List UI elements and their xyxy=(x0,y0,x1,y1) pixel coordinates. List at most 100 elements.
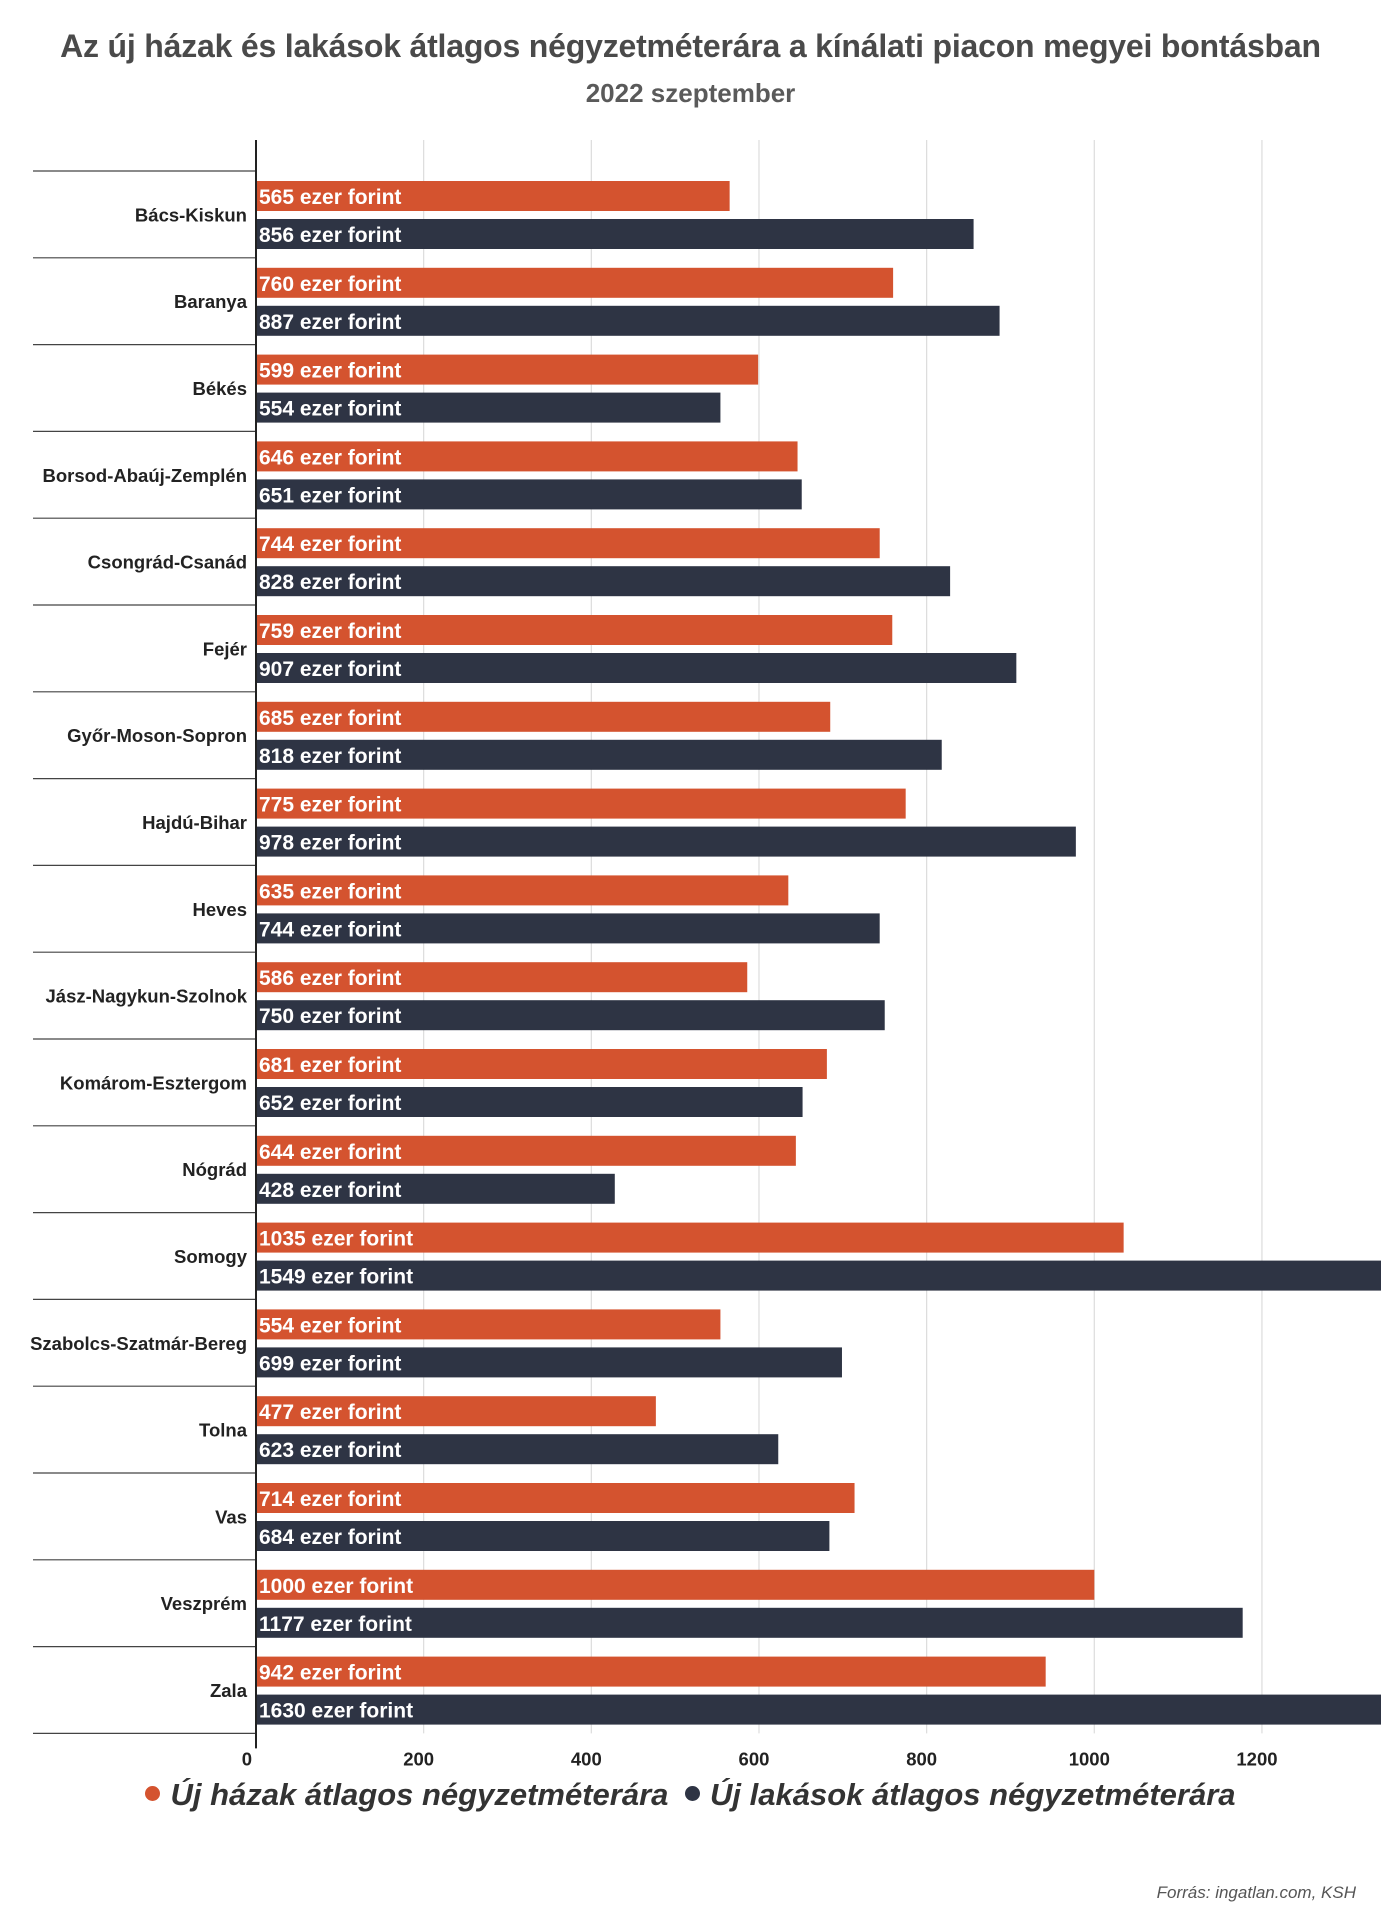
bar-houses xyxy=(256,1656,1046,1687)
bar-flats xyxy=(256,1521,830,1551)
category-label: Borsod-Abaúj-Zemplén xyxy=(42,465,247,486)
category-label: Jász-Nagykun-Szolnok xyxy=(46,986,248,1007)
data-label-houses: 554 ezer forint xyxy=(259,1314,401,1337)
category-label: Nógrád xyxy=(182,1159,247,1180)
chart-subtitle: 2022 szeptember xyxy=(585,78,796,108)
bar-flats xyxy=(256,219,974,249)
data-label-houses: 1035 ezer forint xyxy=(259,1228,413,1251)
data-label-houses: 635 ezer forint xyxy=(259,880,401,903)
source-note: Forrás: ingatlan.com, KSH xyxy=(1156,1883,1356,1902)
data-label-houses: 685 ezer forint xyxy=(259,707,401,730)
bar-houses xyxy=(256,875,789,906)
category-label: Vas xyxy=(215,1506,247,1527)
data-label-houses: 586 ezer forint xyxy=(259,967,401,990)
bar-houses xyxy=(256,267,894,298)
category-label: Békés xyxy=(192,378,247,399)
data-label-flats: 750 ezer forint xyxy=(259,1005,401,1028)
data-label-flats: 744 ezer forint xyxy=(259,918,401,941)
category-label: Komárom-Esztergom xyxy=(60,1072,247,1093)
bar-flats xyxy=(256,566,951,597)
bar-houses xyxy=(256,1222,1124,1253)
x-tick-label: 1200 xyxy=(1236,1748,1277,1769)
data-label-flats: 978 ezer forint xyxy=(259,832,401,855)
data-label-flats: 652 ezer forint xyxy=(259,1092,401,1115)
data-label-houses: 599 ezer forint xyxy=(259,360,401,383)
data-label-houses: 759 ezer forint xyxy=(259,620,401,643)
category-label: Szabolcs-Szatmár-Bereg xyxy=(30,1333,247,1354)
x-tick-label: 1000 xyxy=(1069,1748,1110,1769)
bar-flats xyxy=(256,1260,1381,1291)
bar-chart: 565 ezer forint 856 ezer forint Bács-Kisku… xyxy=(30,140,1381,1769)
data-label-houses: 477 ezer forint xyxy=(259,1401,401,1424)
data-label-flats: 1177 ezer forint xyxy=(259,1613,412,1636)
category-label: Csongrád-Csanád xyxy=(88,552,247,573)
category-label: Baranya xyxy=(174,291,248,312)
category-label: Somogy xyxy=(174,1246,248,1267)
bar-houses xyxy=(256,1569,1095,1600)
data-label-flats: 818 ezer forint xyxy=(259,745,401,768)
bar-houses xyxy=(256,615,893,645)
data-label-flats: 828 ezer forint xyxy=(259,571,401,594)
bar-houses xyxy=(256,788,906,819)
data-label-houses: 646 ezer forint xyxy=(259,446,401,469)
bar-houses xyxy=(256,1309,721,1340)
bar-flats xyxy=(256,1607,1243,1638)
x-tick-label: 400 xyxy=(571,1748,602,1769)
chart-title: Az új házak és lakások átlagos négyzetmé… xyxy=(60,28,1321,64)
bar-flats xyxy=(256,653,1017,683)
bar-houses xyxy=(256,962,748,993)
data-label-flats: 684 ezer forint xyxy=(259,1526,401,1549)
data-label-flats: 856 ezer forint xyxy=(259,224,401,247)
bar-flats xyxy=(256,739,942,770)
x-tick-label: 800 xyxy=(906,1748,937,1769)
data-label-houses: 942 ezer forint xyxy=(259,1662,401,1685)
bar-flats xyxy=(256,479,802,510)
bar-houses xyxy=(256,354,759,385)
legend-item-flats: Új lakások átlagos négyzetméterára xyxy=(685,1777,1236,1813)
bar-flats xyxy=(256,1087,803,1117)
data-label-flats: 428 ezer forint xyxy=(259,1179,401,1202)
x-tick-label: 0 xyxy=(242,1748,252,1769)
bar-houses xyxy=(256,1135,796,1166)
data-label-houses: 775 ezer forint xyxy=(259,794,401,817)
data-label-flats: 699 ezer forint xyxy=(259,1352,401,1375)
category-label: Heves xyxy=(192,899,247,920)
bar-houses xyxy=(256,1483,855,1513)
data-label-houses: 760 ezer forint xyxy=(259,273,401,296)
legend-label-houses: Új házak átlagos négyzetméterára xyxy=(170,1777,669,1812)
x-tick-label: 200 xyxy=(403,1748,434,1769)
data-label-flats: 623 ezer forint xyxy=(259,1439,401,1462)
bar-houses xyxy=(256,441,798,472)
data-label-flats: 1549 ezer forint xyxy=(259,1266,413,1289)
x-tick-label: 600 xyxy=(739,1748,770,1769)
category-label: Hajdú-Bihar xyxy=(142,812,247,833)
bar-flats xyxy=(256,1694,1381,1725)
legend-dot-houses xyxy=(145,1786,161,1802)
data-label-flats: 907 ezer forint xyxy=(259,658,401,681)
bar-houses xyxy=(256,1049,827,1079)
category-label: Fejér xyxy=(203,638,247,659)
category-label: Tolna xyxy=(199,1420,248,1441)
legend-item-houses: Új házak átlagos négyzetméterára xyxy=(145,1777,668,1813)
data-label-flats: 887 ezer forint xyxy=(259,311,401,334)
bar-flats xyxy=(256,913,880,944)
data-label-flats: 651 ezer forint xyxy=(259,484,401,507)
data-label-houses: 644 ezer forint xyxy=(259,1141,401,1164)
bar-houses xyxy=(256,181,730,211)
data-label-houses: 1000 ezer forint xyxy=(259,1575,413,1598)
bar-houses xyxy=(256,528,880,559)
bar-flats xyxy=(256,392,721,423)
bar-flats xyxy=(256,305,1000,336)
category-label: Győr-Moson-Sopron xyxy=(67,725,247,746)
bar-flats xyxy=(256,1173,615,1204)
category-label: Zala xyxy=(210,1680,248,1701)
bar-flats xyxy=(256,826,1076,857)
data-label-houses: 714 ezer forint xyxy=(259,1488,401,1511)
legend-label-flats: Új lakások átlagos négyzetméterára xyxy=(710,1777,1236,1812)
data-label-houses: 681 ezer forint xyxy=(259,1054,401,1077)
bar-flats xyxy=(256,1000,885,1031)
data-label-houses: 565 ezer forint xyxy=(259,186,401,209)
bar-flats xyxy=(256,1434,779,1465)
bar-houses xyxy=(256,701,831,732)
chart-legend: Új házak átlagos négyzetméterára Új laká… xyxy=(0,1777,1381,1813)
